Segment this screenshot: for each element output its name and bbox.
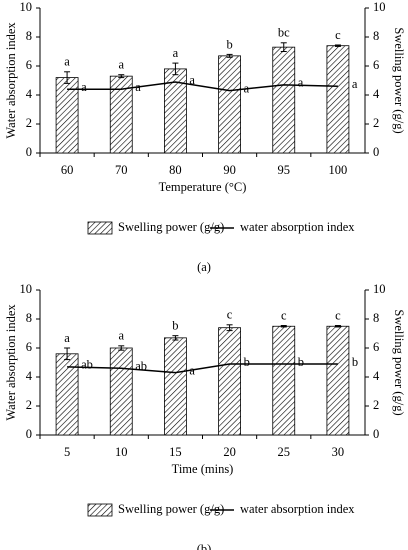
y2-tick-label: 6 <box>373 58 379 72</box>
bar <box>326 325 350 436</box>
y2-axis-title: Swelling power (g/g) <box>392 309 406 415</box>
significance-letter: a <box>173 46 179 60</box>
bar <box>272 46 296 154</box>
y2-axis-title: Swelling power (g/g) <box>392 27 406 133</box>
significance-letter: a <box>189 73 195 87</box>
y-axis-title: Water absorption index <box>4 22 18 139</box>
y2-tick-label: 0 <box>373 145 379 159</box>
legend-swatch <box>87 221 113 235</box>
x-tick-label: 30 <box>332 445 345 459</box>
y-tick-label: 2 <box>26 398 32 412</box>
y2-tick-label: 10 <box>373 282 386 296</box>
y2-tick-label: 8 <box>373 29 379 43</box>
legend-label: water absorption index <box>240 220 355 234</box>
bar <box>326 45 350 154</box>
x-tick-label: 90 <box>223 163 236 177</box>
significance-letter: a <box>81 80 87 94</box>
x-axis-title: Time (mins) <box>172 462 234 476</box>
y-tick-label: 4 <box>26 369 33 383</box>
y-tick-label: 8 <box>26 29 32 43</box>
significance-letter: a <box>244 82 250 96</box>
legend-label: Swelling power (g/g) <box>118 502 224 516</box>
bar <box>218 55 241 154</box>
significance-letter: a <box>118 329 124 343</box>
y-tick-label: 6 <box>26 58 32 72</box>
significance-letter: a <box>64 331 70 345</box>
significance-letter: a <box>352 77 358 91</box>
significance-letter: b <box>352 355 358 369</box>
line <box>67 81 338 92</box>
x-axis-title: Temperature (°C) <box>159 180 247 194</box>
bar <box>218 327 241 436</box>
bar <box>55 353 79 436</box>
significance-letter: b <box>226 37 232 51</box>
y2-tick-label: 4 <box>373 369 380 383</box>
y-tick-label: 10 <box>20 282 33 296</box>
y-tick-label: 6 <box>26 340 32 354</box>
x-tick-label: 20 <box>223 445 236 459</box>
y-tick-label: 2 <box>26 116 32 130</box>
x-tick-label: 95 <box>278 163 291 177</box>
legend-label: Swelling power (g/g) <box>118 220 224 234</box>
y-tick-label: 0 <box>26 145 32 159</box>
y2-tick-label: 10 <box>373 0 386 14</box>
significance-letter: a <box>298 76 304 90</box>
line <box>67 363 338 374</box>
caption: (b) <box>197 542 212 550</box>
caption: (a) <box>197 260 211 274</box>
y2-tick-label: 6 <box>373 340 379 354</box>
x-tick-label: 70 <box>115 163 128 177</box>
significance-letter: b <box>244 355 250 369</box>
y-tick-label: 8 <box>26 311 32 325</box>
significance-letter: c <box>335 308 341 322</box>
bar <box>164 337 187 436</box>
x-tick-label: 15 <box>169 445 182 459</box>
y-tick-label: 4 <box>26 87 33 101</box>
significance-letter: c <box>227 308 233 322</box>
significance-letter: c <box>335 28 341 42</box>
y2-tick-label: 2 <box>373 398 379 412</box>
y-tick-label: 10 <box>20 0 33 14</box>
legend-label: water absorption index <box>240 502 355 516</box>
significance-letter: bc <box>278 26 290 40</box>
y2-tick-label: 0 <box>373 427 379 441</box>
x-tick-label: 5 <box>64 445 70 459</box>
y-axis-title: Water absorption index <box>4 304 18 421</box>
significance-letter: a <box>189 364 195 378</box>
x-tick-label: 100 <box>329 163 348 177</box>
bar <box>109 347 133 436</box>
significance-letter: b <box>298 355 304 369</box>
y2-tick-label: 2 <box>373 116 379 130</box>
bar <box>272 325 296 436</box>
significance-letter: c <box>281 308 287 322</box>
significance-letter: a <box>118 58 124 72</box>
y2-tick-label: 4 <box>373 87 380 101</box>
significance-letter: b <box>172 319 178 333</box>
significance-letter: a <box>135 80 141 94</box>
significance-letter: a <box>64 55 70 69</box>
y2-tick-label: 8 <box>373 311 379 325</box>
x-tick-label: 80 <box>169 163 182 177</box>
y-tick-label: 0 <box>26 427 32 441</box>
x-tick-label: 25 <box>278 445 291 459</box>
significance-letter: ab <box>135 359 147 373</box>
significance-letter: ab <box>81 358 93 372</box>
x-tick-label: 60 <box>61 163 74 177</box>
x-tick-label: 10 <box>115 445 128 459</box>
legend-swatch <box>87 503 113 517</box>
